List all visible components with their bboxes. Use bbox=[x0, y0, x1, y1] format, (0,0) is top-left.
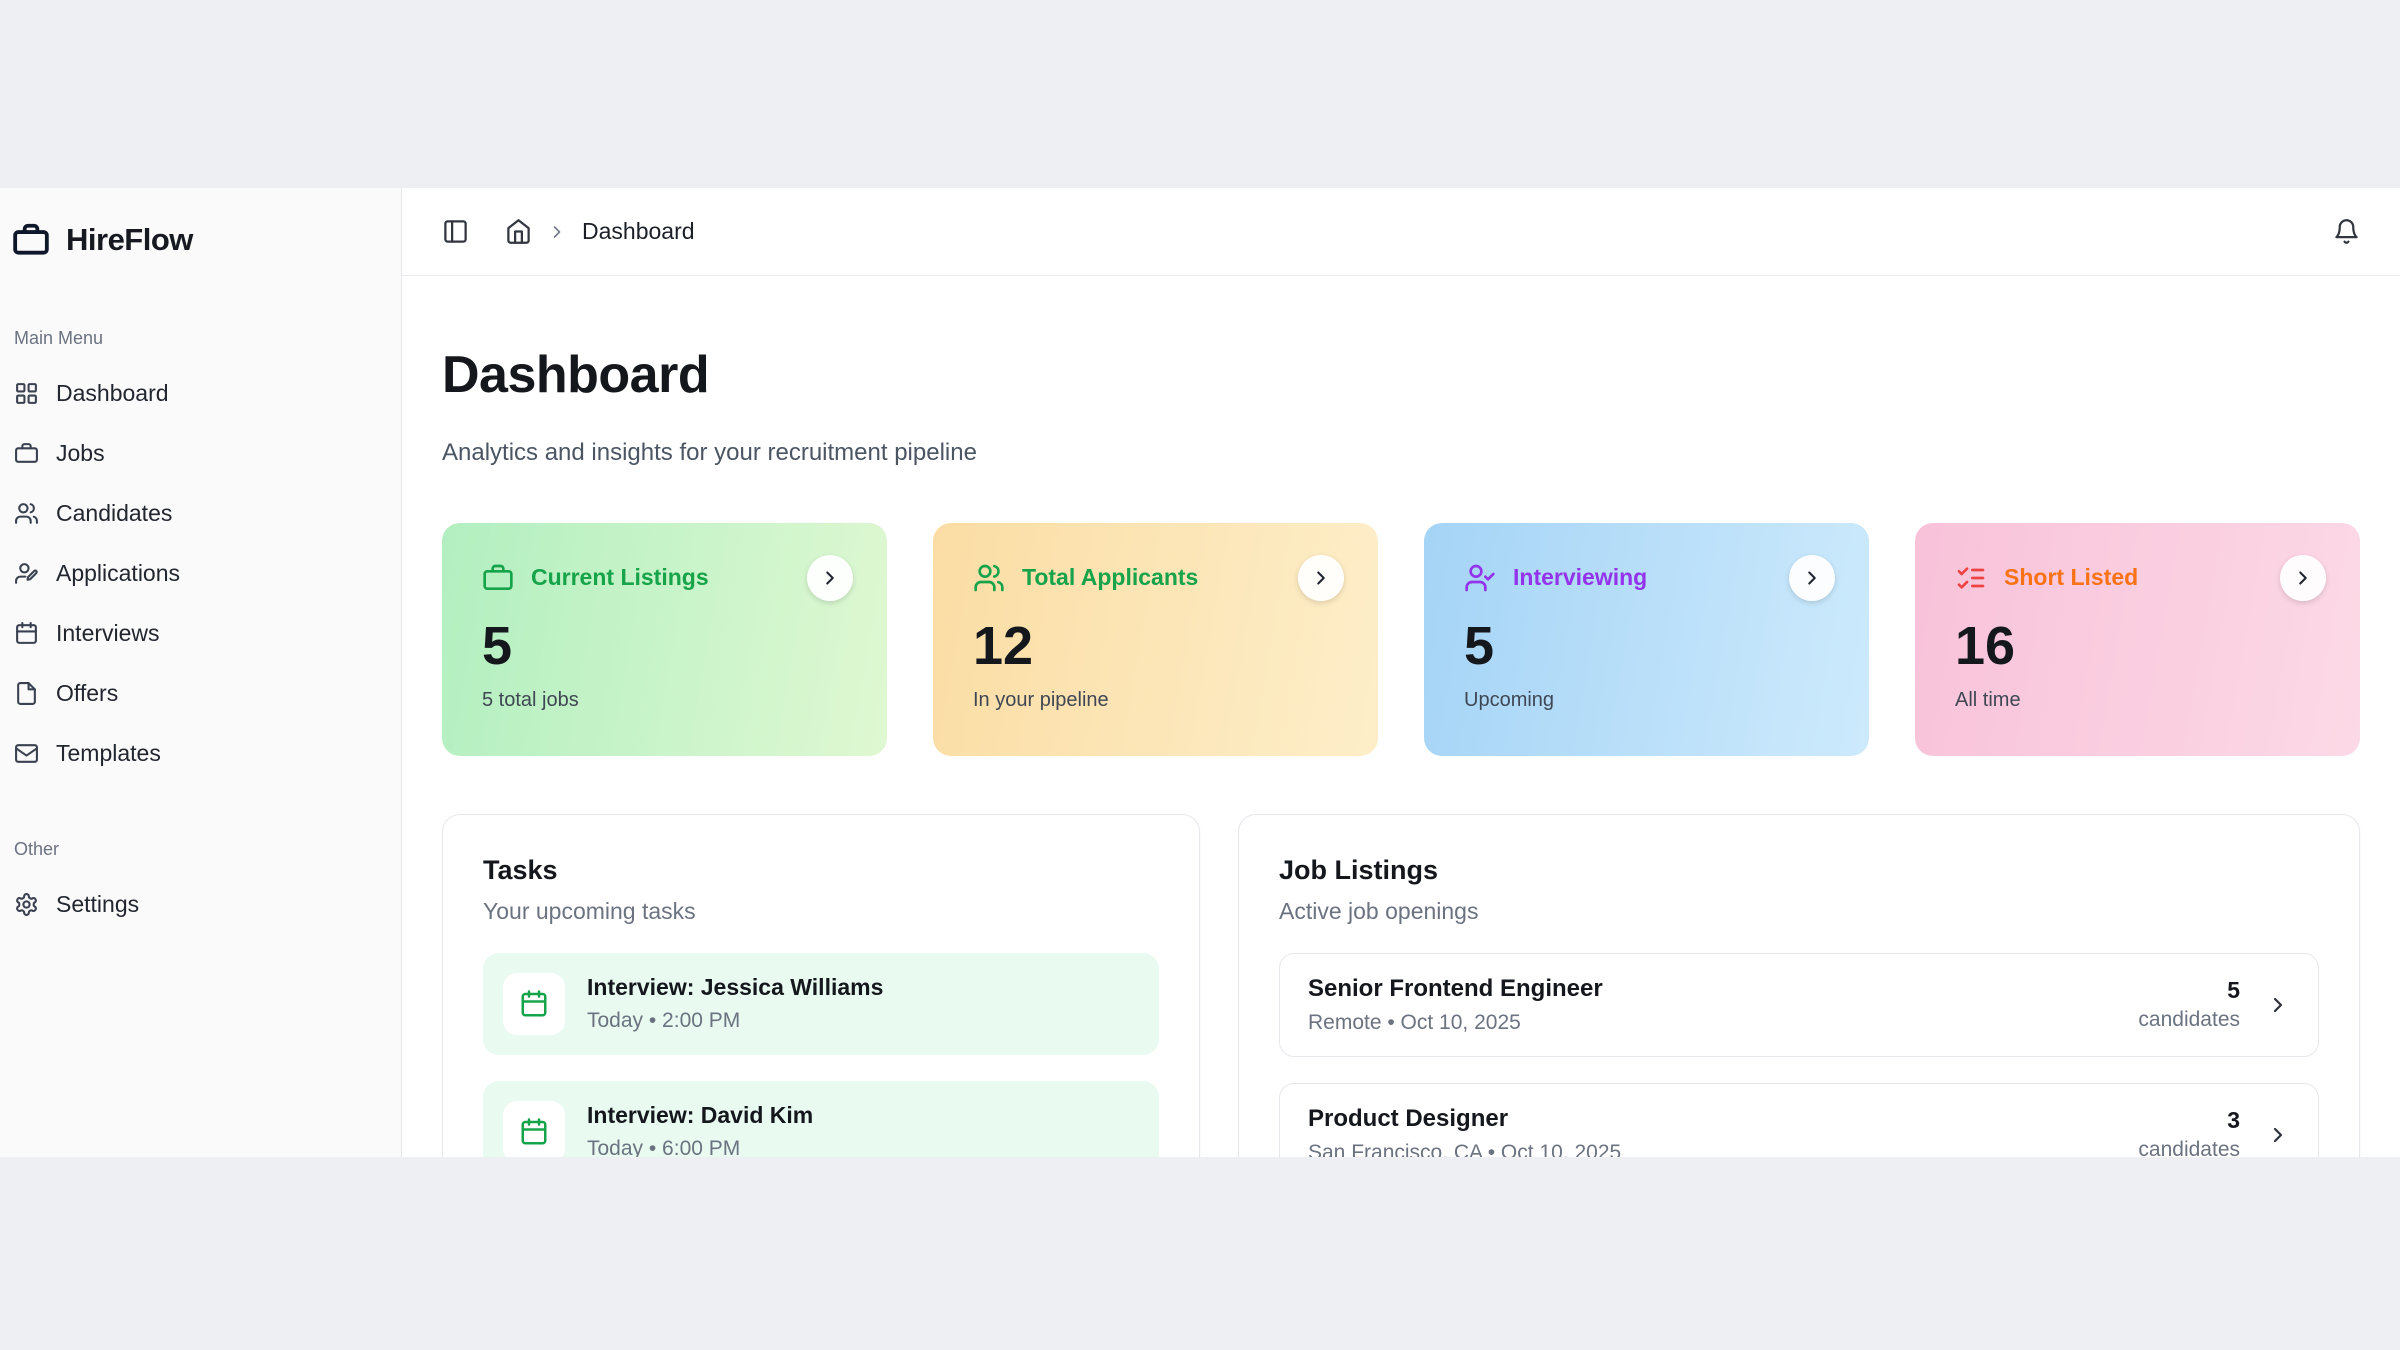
app-window: HireFlow Main Menu Dashboard Jobs Candi bbox=[0, 188, 2400, 1157]
job-title: Product Designer bbox=[1308, 1104, 1509, 1132]
stat-value: 12 bbox=[973, 615, 1034, 676]
sidebar-toggle-button[interactable] bbox=[442, 218, 469, 245]
nav-section-label-other: Other bbox=[14, 839, 60, 859]
briefcase-icon bbox=[482, 562, 514, 594]
job-listings-card: Job Listings Active job openings Senior … bbox=[1238, 813, 2360, 1157]
tasks-card: Tasks Your upcoming tasks Interview: Jes… bbox=[442, 813, 1200, 1157]
home-breadcrumb-button[interactable] bbox=[505, 218, 532, 245]
content-area: Dashboard Dashboard Analytics and insigh… bbox=[402, 188, 2400, 1157]
stat-value: 5 bbox=[482, 615, 513, 676]
job-listings-title: Job Listings bbox=[1279, 854, 1439, 885]
users-icon bbox=[14, 501, 39, 526]
sidebar-item-label: Applications bbox=[56, 559, 181, 586]
task-item[interactable]: Interview: Jessica Williams Today • 2:00… bbox=[483, 952, 1159, 1055]
app-name: HireFlow bbox=[66, 222, 193, 257]
sidebar-item-applications[interactable]: Applications bbox=[10, 543, 383, 603]
job-meta: Remote • Oct 10, 2025 bbox=[1308, 1010, 1521, 1034]
stat-label: Current Listings bbox=[531, 564, 709, 591]
stat-caption: All time bbox=[1955, 688, 2021, 711]
job-listing-row[interactable]: Senior Frontend Engineer Remote • Oct 10… bbox=[1279, 952, 2319, 1057]
stat-card-current-listings: Current Listings 5 5 total jobs bbox=[442, 522, 887, 756]
task-time: Today • 2:00 PM bbox=[587, 1009, 741, 1033]
task-list: Interview: Jessica Williams Today • 2:00… bbox=[483, 952, 1159, 1157]
tasks-title: Tasks bbox=[483, 854, 558, 885]
topbar: Dashboard bbox=[402, 188, 2400, 276]
sidebar-item-label: Jobs bbox=[56, 439, 105, 466]
calendar-icon bbox=[14, 621, 39, 646]
file-icon bbox=[14, 681, 39, 706]
tasks-subtitle: Your upcoming tasks bbox=[483, 897, 696, 924]
stat-card-total-applicants: Total Applicants 12 In your pipeline bbox=[933, 522, 1378, 756]
job-meta: San Francisco, CA • Oct 10, 2025 bbox=[1308, 1140, 1622, 1157]
job-candidate-count: 3 bbox=[2227, 1107, 2240, 1134]
sidebar-item-settings[interactable]: Settings bbox=[10, 874, 383, 934]
sidebar-item-label: Interviews bbox=[56, 619, 160, 646]
page-title: Dashboard bbox=[442, 345, 710, 404]
sidebar-item-label: Templates bbox=[56, 739, 161, 766]
sidebar-item-templates[interactable]: Templates bbox=[10, 723, 383, 783]
job-candidate-count-label: candidates bbox=[2138, 1138, 2240, 1157]
main-menu-list: Dashboard Jobs Candidates Applications bbox=[10, 363, 383, 783]
mail-icon bbox=[14, 741, 39, 766]
stat-label: Short Listed bbox=[2004, 564, 2139, 591]
calendar-icon bbox=[503, 972, 565, 1035]
stats-row: Current Listings 5 5 total jobs Total Ap… bbox=[442, 522, 2360, 756]
briefcase-icon bbox=[14, 441, 39, 466]
job-list: Senior Frontend Engineer Remote • Oct 10… bbox=[1279, 952, 2319, 1157]
stat-caption: In your pipeline bbox=[973, 688, 1109, 711]
stat-card-interviewing: Interviewing 5 Upcoming bbox=[1424, 522, 1869, 756]
job-candidate-count-label: candidates bbox=[2138, 1008, 2240, 1032]
stat-label: Interviewing bbox=[1513, 564, 1648, 591]
sidebar-item-label: Settings bbox=[56, 890, 140, 917]
chevron-right-icon bbox=[2266, 1123, 2290, 1147]
stat-arrow-button[interactable] bbox=[2280, 554, 2326, 601]
job-listing-row[interactable]: Product Designer San Francisco, CA • Oct… bbox=[1279, 1082, 2319, 1157]
job-title: Senior Frontend Engineer bbox=[1308, 974, 1603, 1002]
sidebar-item-label: Offers bbox=[56, 679, 119, 706]
list-checks-icon bbox=[1955, 562, 1987, 594]
job-candidate-count: 5 bbox=[2227, 977, 2240, 1004]
nav-section-label-main-menu: Main Menu bbox=[14, 328, 104, 348]
job-listings-subtitle: Active job openings bbox=[1279, 897, 1479, 924]
user-check-icon bbox=[1464, 562, 1496, 594]
sidebar-item-offers[interactable]: Offers bbox=[10, 663, 383, 723]
stat-card-short-listed: Short Listed 16 All time bbox=[1915, 522, 2360, 756]
sidebar-item-label: Dashboard bbox=[56, 379, 169, 406]
sidebar-item-label: Candidates bbox=[56, 499, 173, 526]
page-subtitle: Analytics and insights for your recruitm… bbox=[442, 438, 977, 466]
calendar-icon bbox=[503, 1100, 565, 1157]
stat-arrow-button[interactable] bbox=[807, 554, 853, 601]
sidebar-item-dashboard[interactable]: Dashboard bbox=[10, 363, 383, 423]
task-time: Today • 6:00 PM bbox=[587, 1137, 741, 1157]
user-pen-icon bbox=[14, 561, 39, 586]
sidebar-item-jobs[interactable]: Jobs bbox=[10, 423, 383, 483]
sidebar-item-interviews[interactable]: Interviews bbox=[10, 603, 383, 663]
stat-label: Total Applicants bbox=[1022, 564, 1199, 591]
chevron-right-icon bbox=[547, 222, 567, 242]
briefcase-logo-icon bbox=[12, 221, 50, 259]
task-title: Interview: Jessica Williams bbox=[587, 974, 884, 1001]
stat-arrow-button[interactable] bbox=[1298, 554, 1344, 601]
app-logo[interactable]: HireFlow bbox=[10, 218, 383, 262]
bell-button[interactable] bbox=[2333, 218, 2360, 245]
stat-value: 16 bbox=[1955, 615, 2016, 676]
breadcrumb-current: Dashboard bbox=[582, 218, 695, 244]
stat-value: 5 bbox=[1464, 615, 1495, 676]
main-panel: Dashboard Analytics and insights for you… bbox=[402, 276, 2400, 1157]
other-menu-list: Settings bbox=[10, 874, 383, 934]
gear-icon bbox=[14, 892, 39, 917]
grid-icon bbox=[14, 381, 39, 406]
bottom-row: Tasks Your upcoming tasks Interview: Jes… bbox=[442, 813, 2360, 1157]
stat-caption: Upcoming bbox=[1464, 688, 1555, 711]
stat-arrow-button[interactable] bbox=[1789, 554, 1835, 601]
stat-caption: 5 total jobs bbox=[482, 688, 579, 711]
task-title: Interview: David Kim bbox=[587, 1102, 814, 1129]
task-item[interactable]: Interview: David Kim Today • 6:00 PM bbox=[483, 1080, 1159, 1157]
chevron-right-icon bbox=[2266, 993, 2290, 1017]
users-icon bbox=[973, 562, 1005, 594]
sidebar-item-candidates[interactable]: Candidates bbox=[10, 483, 383, 543]
sidebar: HireFlow Main Menu Dashboard Jobs Candi bbox=[0, 188, 402, 1157]
